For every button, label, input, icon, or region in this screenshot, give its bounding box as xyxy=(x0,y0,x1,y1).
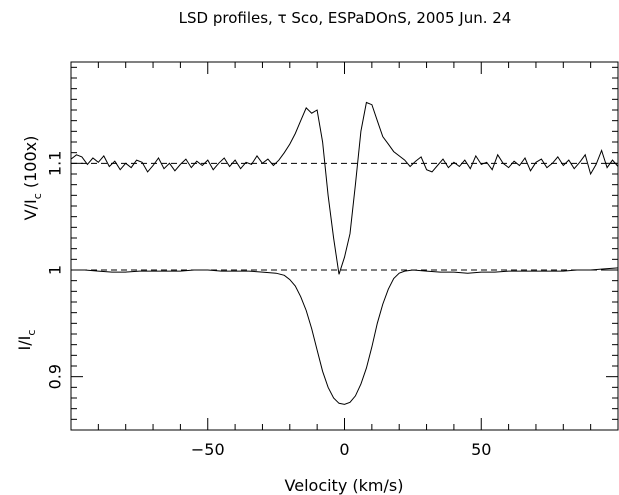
x-axis-ticks: −50 0 50 xyxy=(97,62,592,459)
series-group xyxy=(70,101,619,405)
plot-border xyxy=(70,61,619,431)
plot-frame xyxy=(70,61,619,431)
series-line-0 xyxy=(70,101,619,275)
reference-lines xyxy=(71,162,618,271)
x-axis-label: Velocity (km/s) xyxy=(285,476,404,495)
y-tick-label: 1.1 xyxy=(46,151,65,176)
y-label-lower-main: I/I xyxy=(15,336,34,351)
y-label-lower-sub: c xyxy=(25,330,38,336)
y-tick-label: 1 xyxy=(46,265,65,275)
series-line-1 xyxy=(71,267,619,405)
y-label-upper-sub: c xyxy=(31,193,44,199)
x-tick-label: −50 xyxy=(191,440,225,459)
chart-title: LSD profiles, τ Sco, ESPaDOnS, 2005 Jun.… xyxy=(179,9,512,27)
y-label-upper-main: V/I xyxy=(21,199,40,220)
x-tick-label: 50 xyxy=(471,440,491,459)
x-tick-label: 0 xyxy=(339,440,349,459)
y-tick-label: 0.9 xyxy=(46,364,65,389)
y-axis-label-upper: V/Ic (100x) xyxy=(21,136,44,221)
y-axis-ticks: 0.9 1 1.1 xyxy=(46,66,618,420)
y-axis-label-lower: I/Ic xyxy=(15,330,38,351)
y-label-upper-suffix: (100x) xyxy=(21,136,40,194)
